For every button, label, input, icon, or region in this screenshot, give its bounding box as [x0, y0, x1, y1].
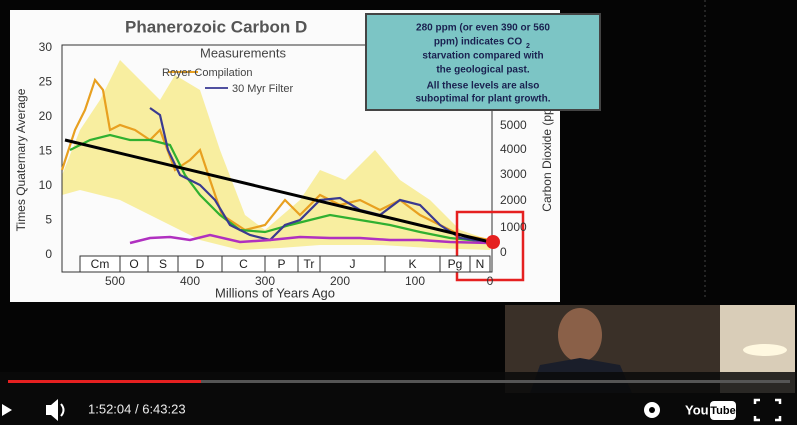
legend-heading: Measurements — [200, 45, 286, 60]
note-box — [365, 13, 601, 111]
y-tick-label: 5 — [45, 213, 52, 227]
y-tick-label: 15 — [39, 144, 53, 158]
period-label: S — [159, 257, 167, 271]
fullscreen-button[interactable] — [753, 398, 782, 422]
note-line: suboptimal for plant growth. — [416, 94, 551, 105]
play-button[interactable] — [2, 404, 12, 416]
x-tick-label: 300 — [255, 274, 275, 288]
logo-tube: Tube — [710, 405, 735, 417]
note-line: starvation compared with — [422, 51, 543, 62]
blue-line — [149, 107, 491, 244]
y2-tick-label: 1000 — [500, 220, 527, 234]
x-tick-label: 0 — [487, 274, 494, 288]
y2-axis-label: Carbon Dioxide (pp — [540, 108, 554, 212]
orange-line — [60, 77, 491, 242]
x-tick-label: 400 — [180, 274, 200, 288]
y2-tick-label: 3000 — [500, 167, 527, 181]
x-tick-label: 200 — [330, 274, 350, 288]
period-label: Tr — [304, 257, 315, 271]
y2-tick-label: 0 — [500, 245, 507, 259]
legend-compilation: Royer Compilation — [162, 67, 252, 79]
x-tick-label: 100 — [405, 274, 425, 288]
period-label: D — [196, 257, 205, 271]
red-dot — [486, 235, 500, 249]
period-label: K — [408, 257, 416, 271]
control-bar — [0, 372, 797, 425]
y2-tick-label: 4000 — [500, 142, 527, 156]
y-tick-label: 0 — [45, 247, 52, 261]
youtube-logo[interactable]: You Tube — [685, 401, 736, 420]
period-label: Pg — [448, 257, 463, 271]
progress-track — [8, 380, 790, 383]
time-display: 1:52:04 / 6:43:23 — [88, 401, 186, 416]
logo-you: You — [685, 402, 709, 417]
uncertainty-band — [62, 60, 490, 250]
y-tick-label: 20 — [39, 109, 53, 123]
note-line: the geological past. — [436, 65, 530, 76]
note-line: All these levels are also — [427, 81, 540, 92]
period-label: Cm — [91, 257, 110, 271]
settings-button[interactable] — [644, 402, 660, 418]
note-line: 2 — [526, 43, 530, 50]
note-line: ppm) indicates CO — [434, 37, 523, 48]
period-label: O — [129, 257, 138, 271]
note-line: 280 ppm (or even 390 or 560 — [416, 23, 550, 34]
highlight-box — [455, 210, 525, 282]
period-label: N — [476, 257, 485, 271]
purple-line — [129, 233, 491, 245]
y2-tick-label: 2000 — [500, 193, 527, 207]
slide-title: Phanerozoic Carbon D — [125, 17, 307, 36]
chart: Phanerozoic Carbon D Measurements Royer … — [14, 17, 554, 300]
progress-played[interactable] — [8, 380, 201, 383]
x-axis-label: Millions of Years Ago — [215, 285, 335, 300]
y2-tick-label: 5000 — [500, 118, 527, 132]
y-tick-label: 25 — [39, 75, 53, 89]
trend-line — [64, 138, 491, 244]
period-label: P — [277, 257, 285, 271]
x-tick-label: 500 — [105, 274, 125, 288]
note-text: 280 ppm (or even 390 or 560 ppm) indicat… — [416, 23, 551, 105]
y-axis-label: Times Quaternary Average — [14, 88, 28, 231]
period-label: C — [239, 257, 248, 271]
y-tick-label: 10 — [39, 178, 53, 192]
y-tick-label: 30 — [39, 40, 53, 54]
volume-button[interactable] — [46, 399, 65, 421]
period-label: J — [350, 257, 356, 271]
legend-filter: 30 Myr Filter — [232, 83, 293, 95]
